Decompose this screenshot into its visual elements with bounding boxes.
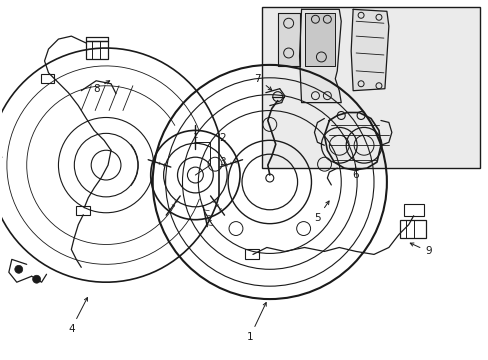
Polygon shape (350, 9, 388, 91)
Bar (76, 206, 90, 215)
Text: 1: 1 (246, 302, 265, 342)
Polygon shape (277, 13, 299, 66)
Bar (41, 74, 54, 83)
Bar (403, 204, 423, 216)
Text: 7: 7 (254, 74, 271, 90)
Text: 6: 6 (351, 170, 358, 180)
Text: 4: 4 (68, 298, 87, 334)
Bar (244, 249, 258, 260)
Polygon shape (304, 13, 335, 66)
Polygon shape (299, 9, 341, 103)
Bar (262, 7, 479, 168)
Text: 2: 2 (219, 133, 225, 143)
Bar (86, 41, 108, 59)
Text: 8: 8 (93, 81, 109, 94)
Text: 9: 9 (409, 243, 431, 256)
Text: 5: 5 (313, 201, 328, 223)
Text: 3: 3 (219, 157, 225, 167)
Circle shape (15, 265, 22, 273)
Bar (399, 220, 425, 238)
Circle shape (33, 275, 41, 283)
